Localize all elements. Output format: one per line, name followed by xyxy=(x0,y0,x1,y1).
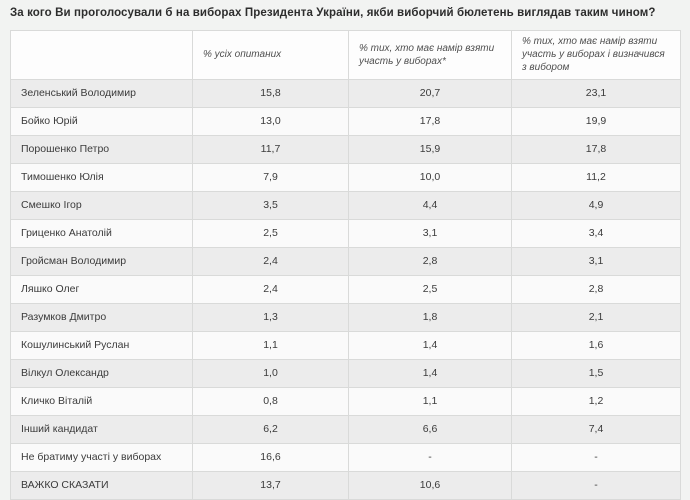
candidate-name-cell: Гройсман Володимир xyxy=(10,246,193,276)
header-row: % усіх опитаних % тих, хто має намір взя… xyxy=(10,29,681,80)
table-row: Разумков Дмитро 1,3 1,8 2,1 xyxy=(10,302,681,332)
value-cell: 15,9 xyxy=(348,134,512,164)
value-cell: 4,9 xyxy=(511,190,681,220)
value-cell: 17,8 xyxy=(511,134,681,164)
value-cell: 1,1 xyxy=(192,330,349,360)
value-cell: 2,4 xyxy=(192,246,349,276)
value-cell: 1,1 xyxy=(348,386,512,416)
value-cell: 13,7 xyxy=(192,470,349,500)
column-header-intend-to-vote: % тих, хто має намір взяти участь у вибо… xyxy=(348,29,512,80)
table-row: ВАЖКО СКАЗАТИ 13,7 10,6 - xyxy=(10,470,681,500)
value-cell: 2,5 xyxy=(192,218,349,248)
value-cell: 15,8 xyxy=(192,78,349,108)
value-cell: 17,8 xyxy=(348,106,512,136)
candidate-name-cell: Разумков Дмитро xyxy=(10,302,193,332)
value-cell: 2,5 xyxy=(348,274,512,304)
value-cell: - xyxy=(348,442,512,472)
value-cell: 6,2 xyxy=(192,414,349,444)
value-cell: 11,7 xyxy=(192,134,349,164)
value-cell: 1,4 xyxy=(348,358,512,388)
column-header-intend-and-decided: % тих, хто має намір взяти участь у вибо… xyxy=(511,29,681,80)
column-header-all-respondents: % усіх опитаних xyxy=(192,29,349,80)
value-cell: 1,5 xyxy=(511,358,681,388)
table-row: Гриценко Анатолій 2,5 3,1 3,4 xyxy=(10,218,681,248)
candidate-name-cell: Ляшко Олег xyxy=(10,274,193,304)
candidate-name-cell: Кошулинський Руслан xyxy=(10,330,193,360)
value-cell: - xyxy=(511,470,681,500)
value-cell: 3,5 xyxy=(192,190,349,220)
value-cell: 10,6 xyxy=(348,470,512,500)
value-cell: 7,9 xyxy=(192,162,349,192)
page-title: За кого Ви проголосували б на виборах Пр… xyxy=(10,7,656,19)
table-row: Зеленський Володимир 15,8 20,7 23,1 xyxy=(10,78,681,108)
candidate-name-cell: Бойко Юрій xyxy=(10,106,193,136)
candidate-name-cell: Кличко Віталій xyxy=(10,386,193,416)
value-cell: 3,1 xyxy=(348,218,512,248)
table-row: Бойко Юрій 13,0 17,8 19,9 xyxy=(10,106,681,136)
candidate-name-cell: Зеленський Володимир xyxy=(10,78,193,108)
value-cell: 10,0 xyxy=(348,162,512,192)
value-cell: 7,4 xyxy=(511,414,681,444)
candidate-name-cell: Гриценко Анатолій xyxy=(10,218,193,248)
value-cell: 20,7 xyxy=(348,78,512,108)
value-cell: 1,0 xyxy=(192,358,349,388)
value-cell: 2,8 xyxy=(348,246,512,276)
value-cell: 1,8 xyxy=(348,302,512,332)
value-cell: 6,6 xyxy=(348,414,512,444)
candidate-name-cell: ВАЖКО СКАЗАТИ xyxy=(10,470,193,500)
value-cell: 3,1 xyxy=(511,246,681,276)
value-cell: 0,8 xyxy=(192,386,349,416)
candidate-name-cell: Інший кандидат xyxy=(10,414,193,444)
value-cell: 1,4 xyxy=(348,330,512,360)
candidate-name-cell: Порошенко Петро xyxy=(10,134,193,164)
value-cell: 23,1 xyxy=(511,78,681,108)
value-cell: 13,0 xyxy=(192,106,349,136)
table-row: Не братиму участі у виборах 16,6 - - xyxy=(10,442,681,472)
table-row: Кличко Віталій 0,8 1,1 1,2 xyxy=(10,386,681,416)
value-cell: 1,3 xyxy=(192,302,349,332)
table-row: Гройсман Володимир 2,4 2,8 3,1 xyxy=(10,246,681,276)
value-cell: 4,4 xyxy=(348,190,512,220)
value-cell: 11,2 xyxy=(511,162,681,192)
candidate-name-cell: Смешко Ігор xyxy=(10,190,193,220)
table-body: Зеленський Володимир 15,8 20,7 23,1 Бойк… xyxy=(10,78,681,500)
table-header: % усіх опитаних % тих, хто має намір взя… xyxy=(10,29,681,80)
value-cell: 2,8 xyxy=(511,274,681,304)
table-row: Інший кандидат 6,2 6,6 7,4 xyxy=(10,414,681,444)
table-row: Кошулинський Руслан 1,1 1,4 1,6 xyxy=(10,330,681,360)
value-cell: 1,6 xyxy=(511,330,681,360)
value-cell: 1,2 xyxy=(511,386,681,416)
table-row: Порошенко Петро 11,7 15,9 17,8 xyxy=(10,134,681,164)
table-row: Ляшко Олег 2,4 2,5 2,8 xyxy=(10,274,681,304)
value-cell: 2,4 xyxy=(192,274,349,304)
value-cell: 19,9 xyxy=(511,106,681,136)
value-cell: - xyxy=(511,442,681,472)
value-cell: 3,4 xyxy=(511,218,681,248)
table-row: Вілкул Олександр 1,0 1,4 1,5 xyxy=(10,358,681,388)
table-row: Смешко Ігор 3,5 4,4 4,9 xyxy=(10,190,681,220)
candidate-name-cell: Не братиму участі у виборах xyxy=(10,442,193,472)
candidate-name-cell: Вілкул Олександр xyxy=(10,358,193,388)
column-header-empty xyxy=(10,29,193,80)
value-cell: 2,1 xyxy=(511,302,681,332)
value-cell: 16,6 xyxy=(192,442,349,472)
candidate-name-cell: Тимошенко Юлія xyxy=(10,162,193,192)
table-row: Тимошенко Юлія 7,9 10,0 11,2 xyxy=(10,162,681,192)
poll-results-table: % усіх опитаних % тих, хто має намір взя… xyxy=(10,29,681,500)
